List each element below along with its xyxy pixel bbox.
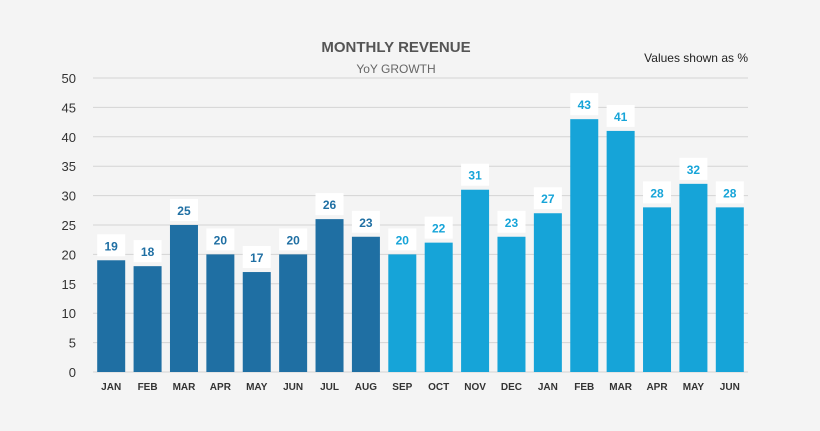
data-label-bg xyxy=(606,104,635,127)
data-label: 20 xyxy=(214,233,228,247)
y-tick-label: 25 xyxy=(62,218,76,233)
y-tick-label: 45 xyxy=(62,100,76,115)
x-tick-label: MAY xyxy=(246,382,268,393)
data-label: 22 xyxy=(432,222,446,236)
data-label-bg xyxy=(279,228,308,251)
data-label-bg xyxy=(133,240,162,263)
data-label-bg xyxy=(97,234,126,257)
x-tick-label: JUL xyxy=(320,382,339,393)
data-label: 43 xyxy=(578,98,592,112)
x-tick-label: SEP xyxy=(392,382,412,393)
y-axis-ticks: 0 5 10 15 20 25 30 35 40 45 50 xyxy=(62,71,76,380)
x-tick-label: OCT xyxy=(428,382,449,393)
grid-lines xyxy=(93,77,748,373)
chart-title: MONTHLY REVENUE xyxy=(321,39,470,56)
bar xyxy=(315,219,344,372)
x-tick-label: MAR xyxy=(609,382,633,393)
bar xyxy=(424,242,453,372)
y-tick-label: 50 xyxy=(62,71,76,86)
data-label: 32 xyxy=(687,163,701,177)
y-tick-label: 0 xyxy=(69,365,76,380)
data-label-bg xyxy=(169,199,198,221)
x-tick-label: DEC xyxy=(501,382,522,393)
data-label: 23 xyxy=(359,216,373,230)
bar xyxy=(97,260,126,372)
bar xyxy=(351,236,380,372)
x-tick-label: NOV xyxy=(464,382,486,393)
bar xyxy=(679,183,708,372)
y-tick-label: 35 xyxy=(62,159,76,174)
y-tick-label: 10 xyxy=(62,306,76,321)
bar xyxy=(715,207,744,372)
data-label-bg xyxy=(315,193,344,216)
data-label-bg xyxy=(679,157,708,180)
x-tick-label: JAN xyxy=(538,382,558,393)
data-label: 25 xyxy=(177,204,191,218)
bar xyxy=(206,254,235,372)
data-label-bg xyxy=(715,181,744,204)
data-label: 41 xyxy=(614,110,628,124)
x-tick-label: APR xyxy=(646,382,668,393)
bar xyxy=(133,266,162,372)
data-label: 20 xyxy=(286,233,300,247)
bar xyxy=(242,272,271,372)
data-label-bg xyxy=(533,187,562,210)
data-label: 27 xyxy=(541,192,555,206)
y-tick-label: 30 xyxy=(62,189,76,204)
bar xyxy=(606,130,635,372)
bar xyxy=(643,207,672,372)
data-label-bg xyxy=(388,228,417,251)
chart-subtitle: YoY GROWTH xyxy=(356,62,435,76)
x-tick-label: APR xyxy=(210,382,232,393)
y-tick-label: 15 xyxy=(62,277,76,292)
data-labels: 19 18 25 20 17 20 26 23 20 22 31 23 27 43 41 28 32 28 xyxy=(97,93,744,269)
units-note: Values shown as % xyxy=(644,51,748,65)
data-label-bg xyxy=(643,181,672,204)
bars xyxy=(97,119,744,372)
bar xyxy=(279,254,308,372)
x-tick-label: MAR xyxy=(173,382,197,393)
bar xyxy=(388,254,417,372)
data-label: 28 xyxy=(723,186,737,200)
bar xyxy=(533,213,562,372)
x-tick-label: JAN xyxy=(101,382,121,393)
data-label-bg xyxy=(497,210,526,233)
data-label: 31 xyxy=(468,169,482,183)
data-label-bg xyxy=(461,163,490,186)
bar xyxy=(169,225,198,372)
data-label-bg xyxy=(206,228,235,251)
data-label: 20 xyxy=(396,233,410,247)
data-label-bg xyxy=(351,210,380,233)
x-tick-label: FEB xyxy=(138,382,158,393)
bar xyxy=(461,189,490,372)
y-tick-label: 5 xyxy=(69,336,76,351)
data-label: 17 xyxy=(250,251,264,265)
data-label-bg xyxy=(242,246,271,269)
x-tick-label: MAY xyxy=(683,382,705,393)
data-label: 19 xyxy=(105,239,119,253)
data-label-bg xyxy=(424,216,453,239)
y-tick-label: 20 xyxy=(62,247,76,262)
data-label: 28 xyxy=(650,186,664,200)
data-label: 23 xyxy=(505,216,519,230)
x-tick-label: JUN xyxy=(283,382,303,393)
data-label: 18 xyxy=(141,245,155,259)
x-tick-label: FEB xyxy=(574,382,594,393)
bar xyxy=(570,119,599,372)
y-tick-label: 40 xyxy=(62,130,76,145)
bar xyxy=(497,236,526,372)
data-label-bg xyxy=(570,93,599,116)
x-tick-label: AUG xyxy=(355,382,377,393)
x-tick-label: JUN xyxy=(720,382,740,393)
data-label: 26 xyxy=(323,198,337,212)
x-axis-ticks: JAN FEB MAR APR MAY JUN JUL AUG SEP OCT NOV DEC JAN F… xyxy=(101,382,740,393)
